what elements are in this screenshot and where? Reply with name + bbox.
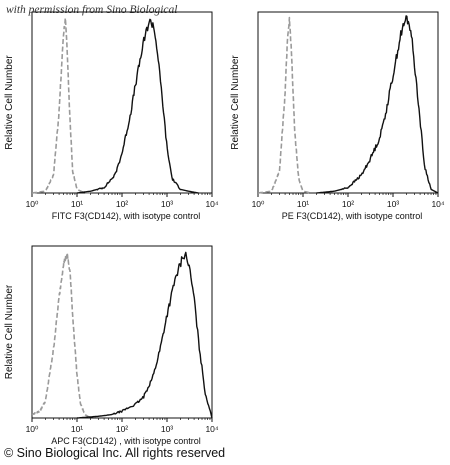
isotype-control-curve [257,16,312,194]
x-tick-label: 10² [116,199,128,209]
copyright-text: © Sino Biological Inc. All rights reserv… [4,446,226,460]
isotype-control-curve [31,17,91,194]
x-tick-label: 10¹ [71,199,83,209]
x-tick-label: 10³ [161,424,173,434]
x-tick-label: 10¹ [71,424,83,434]
x-tick-label: 10² [116,424,128,434]
x-tick-label: 10³ [161,199,173,209]
x-axis-label: FITC F3(CD142), with isotype control [52,211,201,221]
x-axis-label: PE F3(CD142), with isotype control [282,211,423,221]
x-tick-label: 10⁴ [205,424,218,434]
x-tick-label: 10⁰ [26,424,39,434]
isotype-control-curve [31,252,91,419]
plot-frame [31,245,213,419]
x-tick-label: 10² [342,199,354,209]
x-tick-label: 10⁴ [205,199,218,209]
histogram-apc: 10⁰ 10¹ 10² 10³ 10⁴ APC F3(CD142) , with isot… [4,245,219,446]
x-axis-label: APC F3(CD142) , with isotype control [51,436,201,446]
y-axis-label: Relative Cell Number [4,284,15,379]
stained-histogram-curve [76,251,213,419]
histogram-pe: 10⁰ 10¹ 10² 10³ 10⁴ PE F3(CD142), with isotyp… [230,11,445,221]
y-axis-label: Relative Cell Number [230,55,241,150]
stained-histogram-curve [316,15,439,194]
histogram-fitc: 10⁰ 10¹ 10² 10³ 10⁴ FITC F3(CD142), with isot… [4,11,219,221]
x-tick-label: 10¹ [297,199,309,209]
x-tick-label: 10⁰ [252,199,265,209]
x-tick-label: 10³ [387,199,399,209]
stained-histogram-curve [76,18,199,194]
y-axis-label: Relative Cell Number [4,55,15,150]
x-tick-label: 10⁴ [431,199,444,209]
watermark-text: with permission from Sino Biological [6,4,178,16]
x-tick-label: 10⁰ [26,199,39,209]
